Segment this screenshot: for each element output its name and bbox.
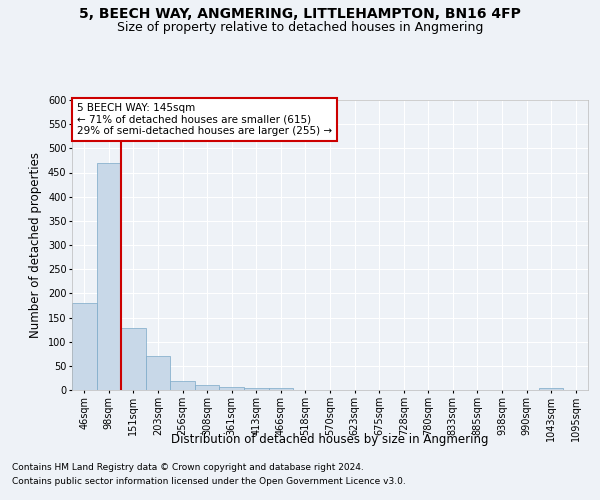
Text: 5 BEECH WAY: 145sqm
← 71% of detached houses are smaller (615)
29% of semi-detac: 5 BEECH WAY: 145sqm ← 71% of detached ho… [77, 103, 332, 136]
Bar [195, 385, 220, 390]
Text: Distribution of detached houses by size in Angmering: Distribution of detached houses by size … [171, 432, 489, 446]
Text: Size of property relative to detached houses in Angmering: Size of property relative to detached ho… [117, 21, 483, 34]
Y-axis label: Number of detached properties: Number of detached properties [29, 152, 42, 338]
Text: Contains HM Land Registry data © Crown copyright and database right 2024.: Contains HM Land Registry data © Crown c… [12, 464, 364, 472]
Bar [220, 386, 244, 390]
Bar [244, 388, 269, 390]
Bar [539, 388, 563, 390]
Bar [170, 382, 195, 390]
Bar [97, 163, 121, 390]
Text: Contains public sector information licensed under the Open Government Licence v3: Contains public sector information licen… [12, 477, 406, 486]
Text: 5, BEECH WAY, ANGMERING, LITTLEHAMPTON, BN16 4FP: 5, BEECH WAY, ANGMERING, LITTLEHAMPTON, … [79, 8, 521, 22]
Bar [121, 328, 146, 390]
Bar [269, 388, 293, 390]
Bar [146, 356, 170, 390]
Bar [72, 303, 97, 390]
